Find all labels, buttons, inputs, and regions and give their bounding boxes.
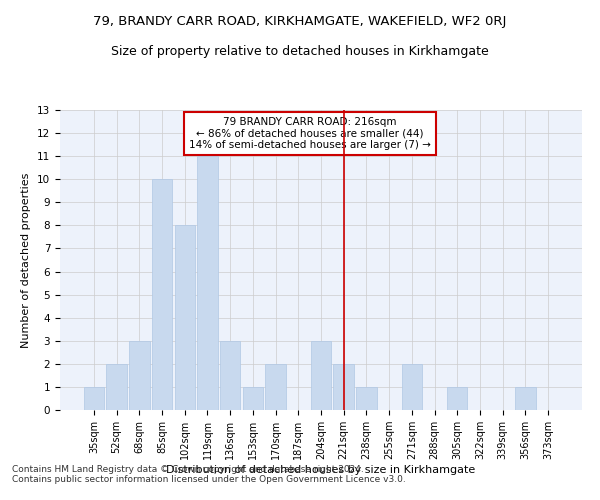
Bar xyxy=(220,341,241,410)
Bar xyxy=(242,387,263,410)
Bar xyxy=(197,156,218,410)
Bar xyxy=(334,364,354,410)
Bar xyxy=(106,364,127,410)
Bar xyxy=(447,387,467,410)
Y-axis label: Number of detached properties: Number of detached properties xyxy=(22,172,31,348)
Bar xyxy=(152,179,172,410)
Text: 79, BRANDY CARR ROAD, KIRKHAMGATE, WAKEFIELD, WF2 0RJ: 79, BRANDY CARR ROAD, KIRKHAMGATE, WAKEF… xyxy=(94,15,506,28)
Bar xyxy=(175,226,195,410)
Text: Contains HM Land Registry data © Crown copyright and database right 2024.: Contains HM Land Registry data © Crown c… xyxy=(12,466,364,474)
Bar xyxy=(129,341,149,410)
Bar xyxy=(515,387,536,410)
Bar xyxy=(311,341,331,410)
Bar xyxy=(265,364,286,410)
X-axis label: Distribution of detached houses by size in Kirkhamgate: Distribution of detached houses by size … xyxy=(166,465,476,475)
Text: Contains public sector information licensed under the Open Government Licence v3: Contains public sector information licen… xyxy=(12,476,406,484)
Bar xyxy=(356,387,377,410)
Bar xyxy=(84,387,104,410)
Text: Size of property relative to detached houses in Kirkhamgate: Size of property relative to detached ho… xyxy=(111,45,489,58)
Bar xyxy=(401,364,422,410)
Text: 79 BRANDY CARR ROAD: 216sqm
← 86% of detached houses are smaller (44)
14% of sem: 79 BRANDY CARR ROAD: 216sqm ← 86% of det… xyxy=(189,117,431,150)
